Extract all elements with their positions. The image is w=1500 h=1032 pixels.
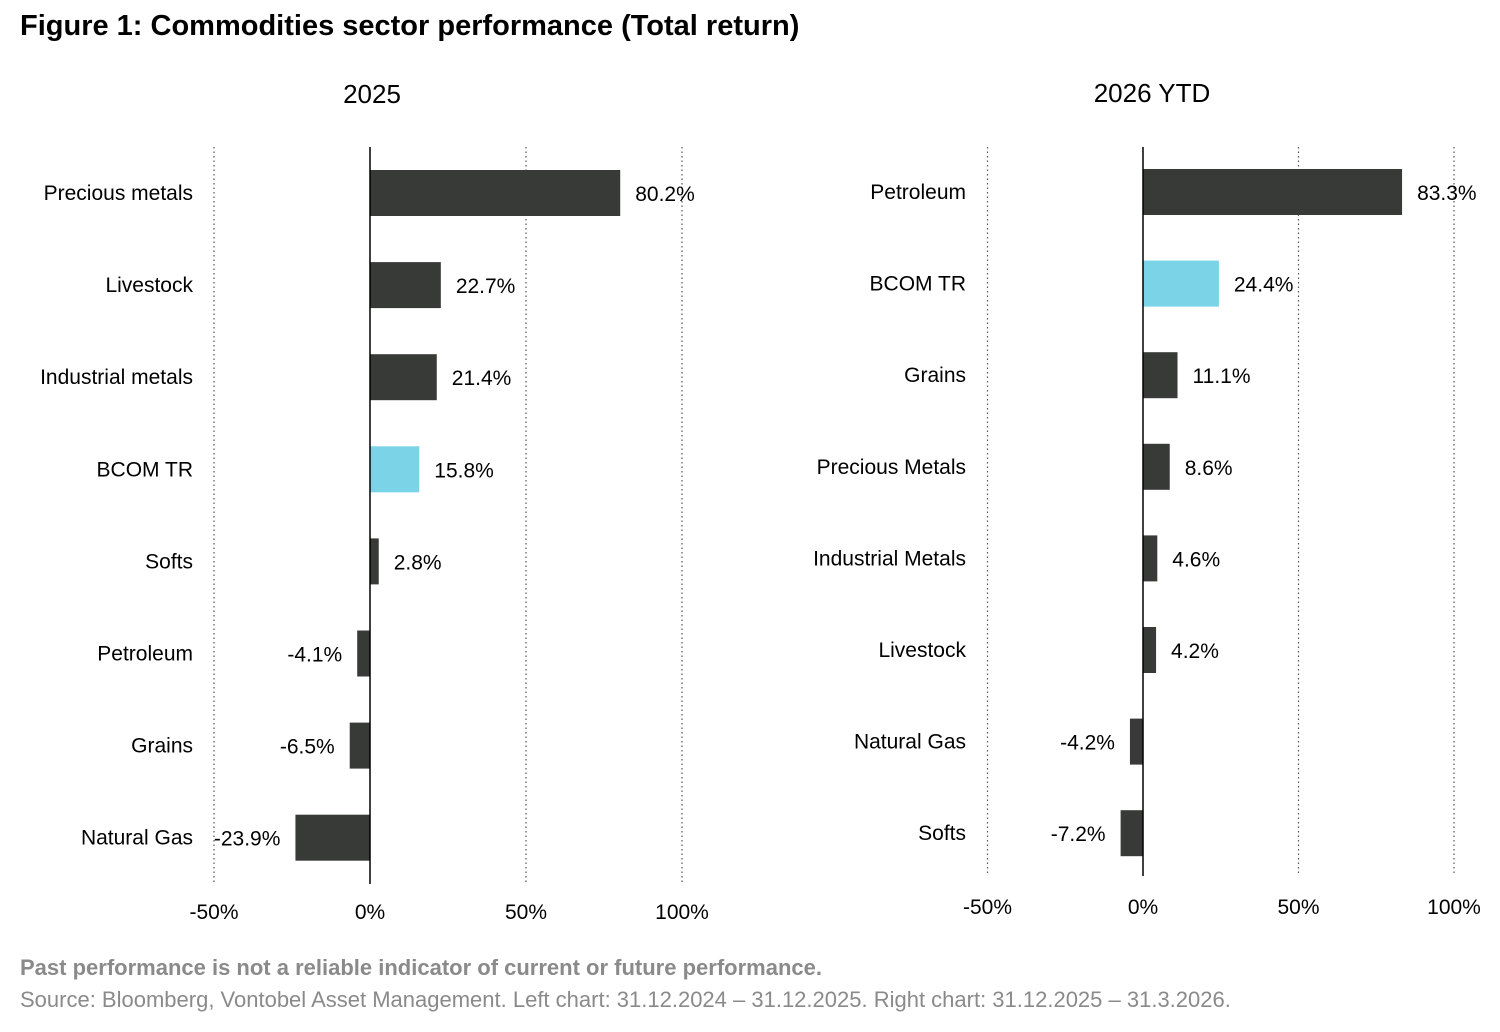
chart-1-bar bbox=[349, 722, 370, 769]
chart-2-value-label: -7.2% bbox=[1051, 823, 1106, 846]
chart-1-category-label: Softs bbox=[145, 550, 193, 573]
chart-2-value-label: 83.3% bbox=[1417, 182, 1477, 205]
source-note: Source: Bloomberg, Vontobel Asset Manage… bbox=[20, 987, 1231, 1012]
chart-1-value-label: -23.9% bbox=[214, 828, 281, 851]
chart-1-bar bbox=[370, 170, 621, 216]
chart-2-bar bbox=[1143, 352, 1178, 399]
chart-1-bar bbox=[370, 538, 379, 585]
chart-2-value-label: 8.6% bbox=[1185, 457, 1233, 480]
chart-2-x-tick-label: -50% bbox=[963, 896, 1012, 919]
chart-2-x-tick-label: 50% bbox=[1277, 896, 1319, 919]
chart-1-value-label: -4.1% bbox=[287, 644, 342, 667]
chart-1-title: 2025 bbox=[343, 79, 401, 109]
chart-1-category-label: BCOM TR bbox=[97, 458, 193, 481]
chart-2-category-label: Grains bbox=[904, 364, 966, 387]
chart-2-bar bbox=[1120, 810, 1143, 857]
chart-1-category-label: Petroleum bbox=[97, 643, 193, 666]
chart-2-category-label: Industrial Metals bbox=[813, 547, 966, 570]
chart-2-value-label: 11.1% bbox=[1193, 365, 1251, 388]
chart-2-x-tick-label: 100% bbox=[1427, 896, 1481, 919]
chart-1-value-label: -6.5% bbox=[280, 736, 335, 759]
chart-2-category-label: Natural Gas bbox=[854, 731, 966, 754]
chart-1-value-label: 80.2% bbox=[635, 183, 695, 206]
chart-2-bar bbox=[1143, 169, 1403, 215]
chart-1-value-label: 21.4% bbox=[452, 367, 512, 390]
chart-1-bar bbox=[370, 262, 441, 309]
figure-title: Figure 1: Commodities sector performance… bbox=[20, 10, 800, 42]
chart-2-value-label: 4.6% bbox=[1172, 548, 1220, 571]
chart-1-category-label: Grains bbox=[131, 735, 193, 758]
chart-2-value-label: 24.4% bbox=[1234, 274, 1294, 297]
chart-1-x-tick-label: 50% bbox=[505, 901, 547, 924]
chart-1-bar bbox=[370, 446, 420, 493]
chart-1-value-label: 2.8% bbox=[394, 551, 442, 574]
chart-2-category-label: Softs bbox=[918, 822, 966, 845]
chart-2-x-tick-label: 0% bbox=[1128, 896, 1158, 919]
chart-1-x-tick-label: 100% bbox=[655, 901, 709, 924]
chart-1-x-tick-label: -50% bbox=[189, 901, 238, 924]
chart-2-category-label: BCOM TR bbox=[870, 273, 966, 296]
chart-2-bar bbox=[1129, 718, 1143, 765]
chart-2-value-label: 4.2% bbox=[1171, 640, 1219, 663]
chart-2-bar bbox=[1143, 443, 1170, 490]
performance-disclaimer: Past performance is not a reliable indic… bbox=[20, 955, 822, 980]
chart-2-bar bbox=[1143, 535, 1158, 582]
chart-2-category-label: Precious Metals bbox=[817, 456, 966, 479]
chart-2-category-label: Petroleum bbox=[870, 181, 966, 204]
chart-2-category-label: Livestock bbox=[878, 639, 966, 662]
chart-1-category-label: Industrial metals bbox=[40, 366, 193, 389]
chart-2-title: 2026 YTD bbox=[1094, 78, 1211, 108]
chart-1-bar bbox=[357, 630, 370, 677]
chart-1-category-label: Livestock bbox=[105, 274, 193, 297]
chart-1-value-label: 15.8% bbox=[434, 459, 494, 482]
chart-1-category-label: Precious metals bbox=[44, 182, 193, 205]
chart-1-category-label: Natural Gas bbox=[81, 827, 193, 850]
chart-2-bar bbox=[1143, 260, 1219, 307]
chart-2-bar bbox=[1143, 627, 1157, 673]
chart-2-value-label: -4.2% bbox=[1060, 732, 1115, 755]
chart-1-bar bbox=[370, 354, 437, 401]
chart-1-x-tick-label: 0% bbox=[355, 901, 385, 924]
chart-1-bar bbox=[295, 814, 370, 861]
chart-1-value-label: 22.7% bbox=[456, 275, 516, 298]
